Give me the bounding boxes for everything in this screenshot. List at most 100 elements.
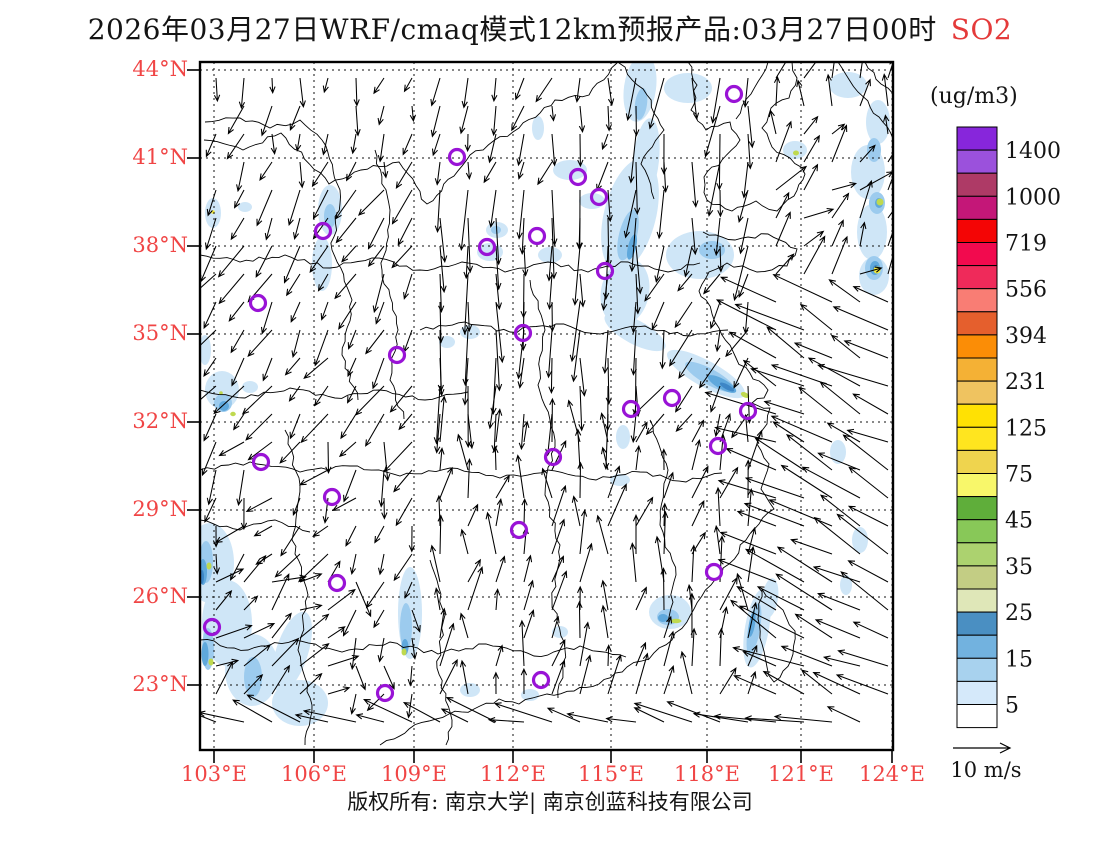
wind-arrow xyxy=(437,301,444,344)
wind-arrow xyxy=(775,253,795,275)
wind-arrow xyxy=(377,105,385,126)
wind-arrow xyxy=(342,609,357,637)
wind-arrow xyxy=(200,385,217,405)
wind-arrow xyxy=(434,413,441,454)
wind-arrow xyxy=(467,558,481,583)
wind-arrow xyxy=(837,649,889,667)
colorbar-tick-label: 719 xyxy=(1005,232,1047,257)
wind-arrow xyxy=(523,554,533,583)
wind-arrow xyxy=(703,273,721,295)
wind-arrow xyxy=(847,560,889,583)
wind-arrow xyxy=(303,357,329,380)
wind-arrow xyxy=(831,181,858,191)
wind-arrow xyxy=(410,637,418,660)
city-marker xyxy=(248,293,268,313)
wind-arrow xyxy=(350,133,357,155)
wind-arrow xyxy=(575,428,582,471)
so2-plume xyxy=(230,411,236,417)
colorbar-cell xyxy=(956,149,998,174)
wind-arrow xyxy=(729,599,777,639)
wind-arrow xyxy=(762,670,805,695)
wind-arrow xyxy=(393,553,413,582)
wind-arrow xyxy=(541,467,553,499)
wind-arrow xyxy=(579,509,588,555)
wind-arrow xyxy=(215,624,253,639)
city-marker xyxy=(589,187,609,207)
wind-arrow xyxy=(309,245,329,273)
boundary-line xyxy=(200,519,311,533)
wind-arrow xyxy=(243,644,272,667)
wind-arrow xyxy=(439,395,447,443)
wind-arrow xyxy=(241,385,273,415)
boundary-line xyxy=(529,279,567,699)
wind-arrow xyxy=(381,497,388,520)
wind-arrow xyxy=(347,385,357,404)
wind-arrow xyxy=(763,400,805,415)
wind-arrow xyxy=(213,553,220,575)
wind-arrow xyxy=(312,189,329,220)
wind-arrow xyxy=(517,161,525,180)
wind-arrow xyxy=(775,62,787,79)
wind-arrow xyxy=(391,245,413,269)
wind-arrow xyxy=(840,571,889,611)
wind-arrow xyxy=(691,77,700,121)
wind-arrow xyxy=(347,329,357,350)
wind-arrow xyxy=(243,623,276,639)
wind-arrow xyxy=(464,133,471,153)
wind-arrow xyxy=(546,707,581,723)
wind-arrow xyxy=(846,428,889,443)
wind-arrow xyxy=(247,329,273,358)
wind-arrow xyxy=(349,553,357,575)
wind-arrow xyxy=(768,499,833,527)
city-marker xyxy=(662,388,682,408)
so2-plume xyxy=(840,575,852,595)
wind-arrow xyxy=(243,673,264,695)
wind-arrow xyxy=(662,161,669,193)
wind-arrow xyxy=(345,525,357,547)
so2-plume xyxy=(206,562,212,570)
wind-arrow xyxy=(327,686,351,695)
wind-arrow xyxy=(852,393,889,415)
wind-arrow xyxy=(402,133,413,156)
wind-arrow xyxy=(717,245,724,273)
wind-arrow xyxy=(429,544,441,583)
wind-arrow xyxy=(859,144,876,163)
colorbar-cell xyxy=(956,311,998,336)
wind-arrow xyxy=(691,419,705,443)
wind-arrow xyxy=(607,483,627,527)
wind-arrow xyxy=(736,510,777,527)
wind-arrow xyxy=(578,385,585,432)
wind-arrow xyxy=(256,189,273,227)
colorbar-cell xyxy=(956,172,998,197)
wind-arrow xyxy=(483,161,497,184)
wind-arrow xyxy=(669,329,693,367)
wind-arrow xyxy=(377,133,385,163)
wind-arrow xyxy=(436,494,443,527)
wind-arrow xyxy=(270,133,277,155)
wind-arrow xyxy=(200,710,245,723)
wind-arrow xyxy=(288,385,301,402)
wind-arrow xyxy=(349,693,357,715)
wind-arrow xyxy=(255,553,273,565)
wind-arrow xyxy=(393,469,413,493)
colorbar-tick-label: 231 xyxy=(1005,370,1047,395)
wind-arrow xyxy=(826,422,861,443)
wind-arrow xyxy=(744,477,805,499)
wind-arrow xyxy=(287,189,301,227)
wind-arrow xyxy=(227,105,245,135)
wind-arrow xyxy=(830,334,861,359)
wind-arrow xyxy=(354,385,385,416)
wind-arrow xyxy=(887,229,893,247)
lat-label: 29°N xyxy=(132,497,188,521)
so2-plume xyxy=(439,336,455,348)
wind-arrow xyxy=(794,613,833,639)
wind-arrow xyxy=(812,565,861,583)
wind-arrow xyxy=(409,105,416,123)
colorbar-tick-label: 45 xyxy=(1005,509,1033,534)
wind-arrow xyxy=(516,329,525,380)
wind-arrow xyxy=(372,357,385,390)
colorbar-tick-label: 1000 xyxy=(1005,185,1061,210)
wind-arrow xyxy=(551,555,564,583)
so2-plume xyxy=(272,680,328,726)
city-marker xyxy=(513,323,533,343)
